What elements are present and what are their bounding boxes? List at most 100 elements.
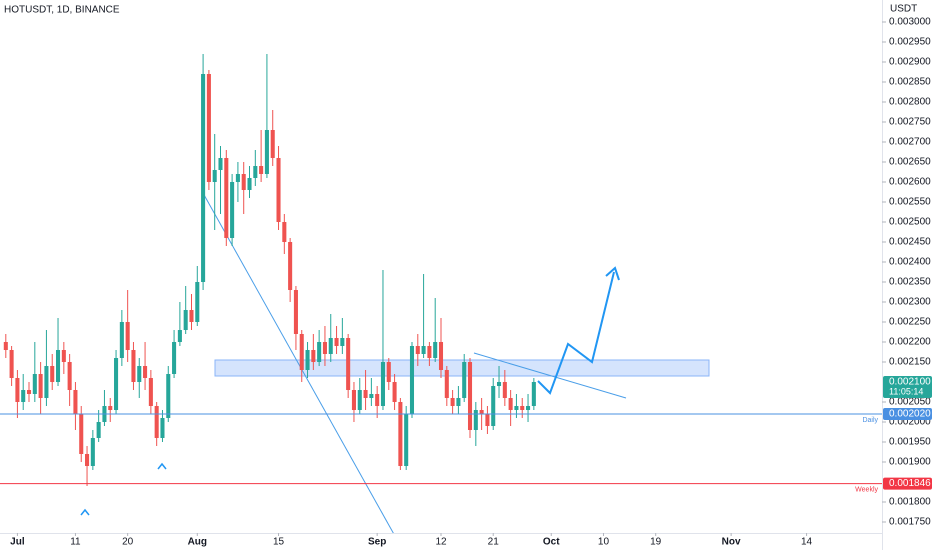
marker-arrow <box>80 508 90 516</box>
candle-body <box>108 406 113 410</box>
candle-body <box>143 366 148 378</box>
candle-body <box>177 330 182 342</box>
y-tick-label: 0.002300 <box>889 297 931 308</box>
y-tick-label: 0.002600 <box>889 177 931 188</box>
candle-body <box>317 342 322 362</box>
candle-body <box>508 398 513 410</box>
candle-body <box>32 374 37 394</box>
price-label-box <box>883 376 932 398</box>
y-tick-label: 0.002650 <box>889 157 931 168</box>
x-tick-label: Oct <box>543 537 560 548</box>
price-level-name: Weekly <box>855 486 878 493</box>
candle-body <box>328 338 333 354</box>
candle-body <box>21 390 26 402</box>
plot-area <box>0 54 882 533</box>
y-tick-label: 0.001950 <box>889 437 931 448</box>
candle-body <box>259 166 264 174</box>
y-tick-label: 0.002550 <box>889 197 931 208</box>
candle-body <box>9 350 14 378</box>
candle-body <box>3 342 8 350</box>
candle-body <box>154 406 159 438</box>
x-tick-label: 21 <box>488 537 500 548</box>
candle-body <box>79 414 84 454</box>
candle-body <box>491 386 496 426</box>
candle-body <box>137 366 142 382</box>
y-tick-label: 0.001750 <box>889 517 931 528</box>
marker-arrow <box>157 462 167 470</box>
candle-body <box>409 346 415 414</box>
price-level-name: Daily <box>862 417 878 424</box>
x-tick-label: Jul <box>10 537 25 548</box>
candle-body <box>473 410 478 430</box>
candle-body <box>73 390 78 414</box>
candle-body <box>282 222 287 242</box>
y-tick-label: 0.002350 <box>889 277 931 288</box>
candle-body <box>241 174 246 190</box>
y-tick-label: 0.002500 <box>889 217 931 228</box>
candle-body <box>166 374 171 418</box>
y-tick-label: 0.002250 <box>889 317 931 328</box>
x-tick-label: 15 <box>273 537 285 548</box>
candle-body <box>38 374 43 398</box>
candle-body <box>450 398 455 406</box>
y-tick-label: 0.002200 <box>889 337 931 348</box>
candle-body <box>50 366 55 382</box>
candle-body <box>90 438 95 466</box>
candle-body <box>363 390 368 398</box>
candle-body <box>85 454 90 466</box>
candle-body <box>346 338 351 390</box>
candle-body <box>531 382 536 406</box>
x-tick-label: 19 <box>650 537 662 548</box>
candle-body <box>322 342 327 354</box>
x-tick-label: Sep <box>368 537 386 548</box>
x-tick-label: 10 <box>598 537 610 548</box>
candle-body <box>288 242 293 290</box>
x-tick-label: Nov <box>722 537 741 548</box>
candle-body <box>415 346 420 354</box>
candle-body <box>26 390 32 394</box>
candle-body <box>293 290 298 334</box>
support-zone <box>214 359 710 377</box>
candle-body <box>148 378 153 406</box>
candle-body <box>67 362 72 390</box>
candle-body <box>427 346 432 358</box>
y-tick-label: 0.002050 <box>889 397 931 408</box>
candle-body <box>305 350 310 370</box>
candle-body <box>253 166 258 178</box>
y-tick-label: 0.002000 <box>889 417 931 428</box>
candle-body <box>433 342 438 358</box>
candle-body <box>456 398 461 406</box>
candle-body <box>375 394 380 406</box>
candle-body <box>467 362 473 430</box>
candle-body <box>357 390 362 410</box>
y-tick-label: 0.002800 <box>889 97 931 108</box>
y-tick-label: 0.003000 <box>889 17 931 28</box>
x-tick-label: 20 <box>122 537 134 548</box>
candle-body <box>125 322 130 350</box>
candle-body <box>131 350 136 382</box>
y-tick-label: 0.001900 <box>889 457 931 468</box>
candle-body <box>351 390 356 410</box>
candle-body <box>485 414 490 426</box>
candle-body <box>55 350 61 382</box>
chart-title: HOTUSDT, 1D, BINANCE <box>4 5 120 16</box>
candle-body <box>183 310 188 330</box>
projection-path <box>537 271 615 395</box>
candle-body <box>264 130 269 174</box>
candle-body <box>462 362 467 398</box>
candle-body <box>61 350 66 362</box>
candle-body <box>380 362 386 406</box>
price-label-countdown: 11:05:14 <box>889 386 923 396</box>
candle-body <box>160 418 165 438</box>
candle-body <box>247 178 252 190</box>
candle-body <box>526 406 531 410</box>
x-tick-label: 14 <box>801 537 813 548</box>
candle-body <box>96 422 101 438</box>
candle-body <box>218 158 223 170</box>
candle-body <box>392 382 397 402</box>
candle-body <box>334 338 339 346</box>
candle-body <box>496 382 502 386</box>
y-tick-label: 0.002750 <box>889 117 931 128</box>
y-tick-label: 0.002850 <box>889 77 931 88</box>
